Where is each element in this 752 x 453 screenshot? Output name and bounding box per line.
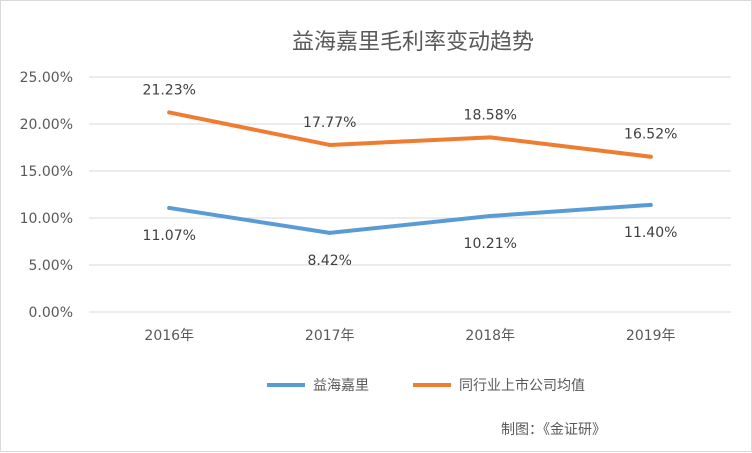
legend-label: 益海嘉里 xyxy=(313,378,369,394)
data-point xyxy=(167,110,172,115)
x-tick-label: 2018年 xyxy=(465,328,515,344)
gridlines xyxy=(89,76,731,313)
x-tick-label: 2017年 xyxy=(305,328,355,344)
y-tick-label: 25.00% xyxy=(20,70,73,86)
series-line-1 xyxy=(167,202,653,235)
x-tick-label: 2019年 xyxy=(626,328,676,344)
x-axis-ticks: 2016年 2017年 2018年 2019年 xyxy=(144,328,675,344)
data-point xyxy=(327,142,332,147)
data-point xyxy=(488,135,493,140)
chart-title: 益海嘉里毛利率变动趋势 xyxy=(292,30,534,55)
data-label: 10.21% xyxy=(464,236,517,252)
y-tick-label: 5.00% xyxy=(29,258,73,274)
y-tick-label: 10.00% xyxy=(20,211,73,227)
data-label: 16.52% xyxy=(624,127,677,143)
data-label: 17.77% xyxy=(303,115,356,131)
data-label: 21.23% xyxy=(143,82,196,98)
y-tick-label: 0.00% xyxy=(29,305,73,321)
data-label: 11.40% xyxy=(624,225,677,241)
data-point xyxy=(648,154,653,159)
data-point xyxy=(327,230,332,235)
y-tick-label: 20.00% xyxy=(20,117,73,133)
data-label: 8.42% xyxy=(308,253,352,269)
source-credit: 制图：《金证研》 xyxy=(501,422,606,438)
series-line-2 xyxy=(167,110,653,159)
series-lines xyxy=(167,110,653,235)
data-point xyxy=(167,205,172,210)
data-point xyxy=(488,214,493,219)
data-label: 11.07% xyxy=(143,228,196,244)
data-labels: 11.07% 8.42% 10.21% 11.40% 21.23% 17.77% 18.58… xyxy=(143,82,678,268)
legend-label: 同行业上市公司均值 xyxy=(459,377,585,394)
data-point xyxy=(648,202,653,207)
y-axis-ticks: 0.00% 5.00% 10.00% 15.00% 20.00% 25.00% xyxy=(20,70,73,321)
legend: 益海嘉里 同行业上市公司均值 xyxy=(267,377,585,394)
y-tick-label: 15.00% xyxy=(20,164,73,180)
data-label: 18.58% xyxy=(464,107,517,123)
x-tick-label: 2016年 xyxy=(144,328,194,344)
